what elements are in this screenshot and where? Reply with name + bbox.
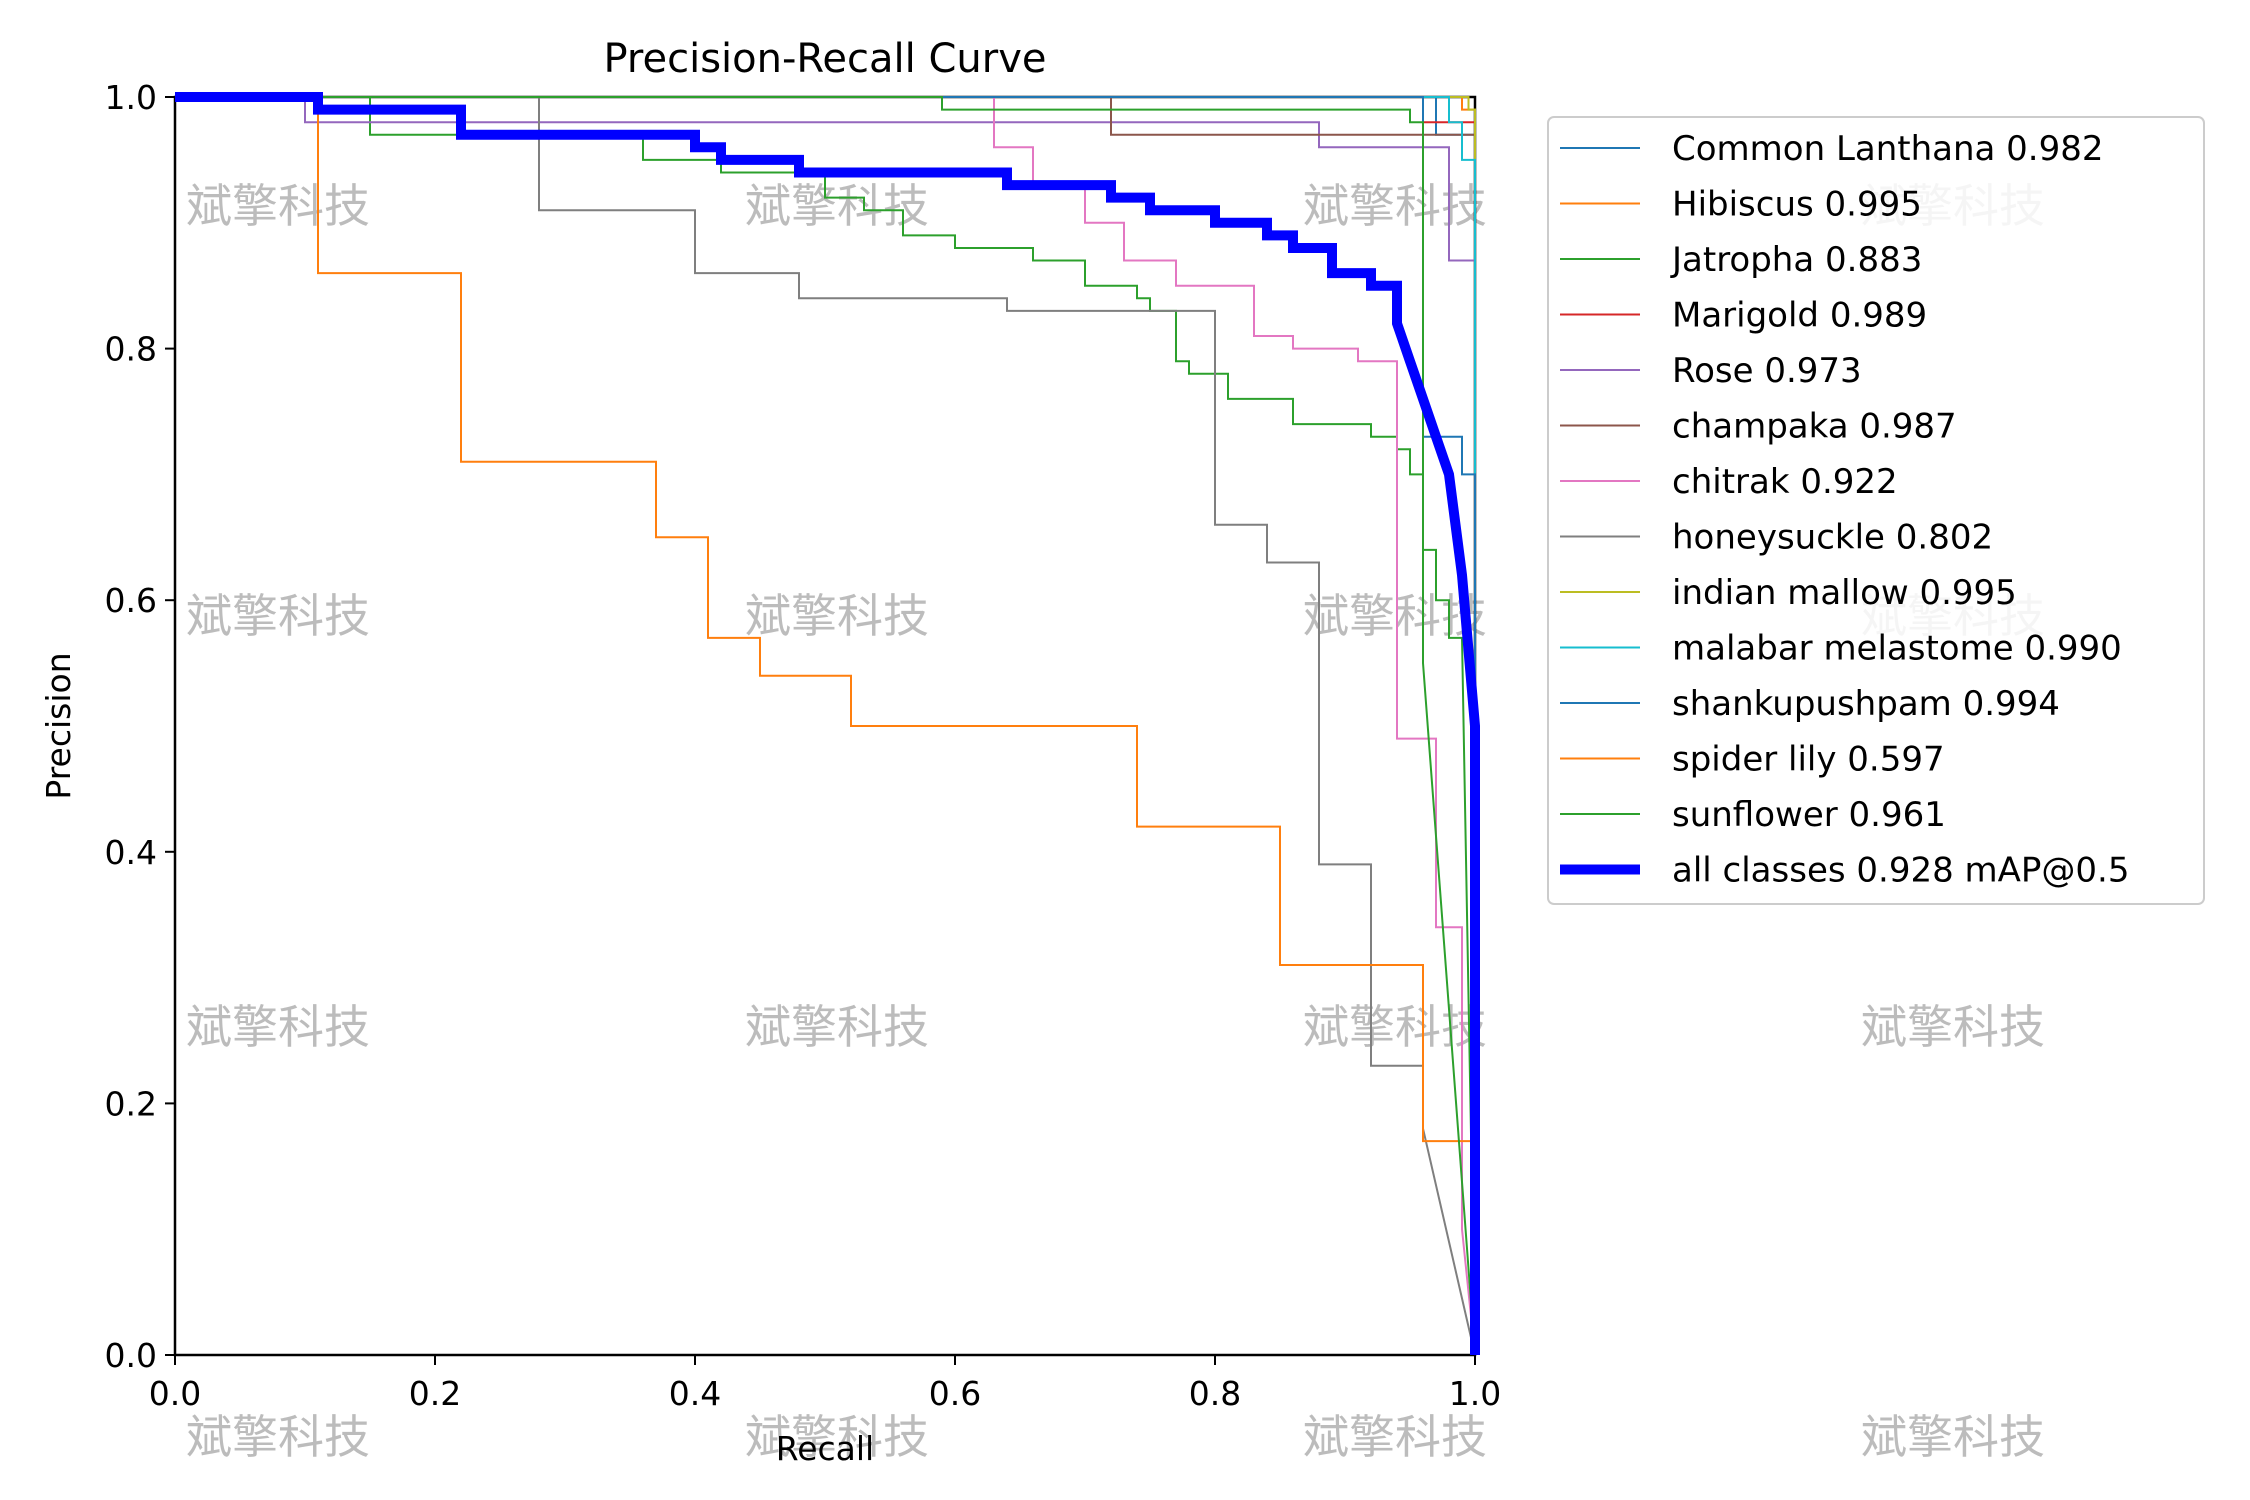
legend-label: malabar melastome 0.990 <box>1672 629 2122 669</box>
x-tick-label: 0.6 <box>929 1374 981 1413</box>
y-axis-label: Precision <box>39 652 78 799</box>
legend-label: Rose 0.973 <box>1672 351 1862 391</box>
legend-label: Marigold 0.989 <box>1672 296 1927 336</box>
axes-layer: 0.0 0.2 0.4 0.6 0.8 1.0 0.0 0.2 0.4 0.6 0.8 1.0 <box>105 78 1502 1413</box>
watermark-text: 斌擎科技 <box>186 179 370 233</box>
chart-title: Precision-Recall Curve <box>604 36 1047 82</box>
watermark-text: 斌擎科技 <box>186 1000 370 1054</box>
series-line-5 <box>175 96 1476 1355</box>
watermark-text: 斌擎科技 <box>1303 1000 1487 1054</box>
legend-label: indian mallow 0.995 <box>1672 573 2017 613</box>
watermark-text: 斌擎科技 <box>1303 1410 1487 1464</box>
watermark-text: 斌擎科技 <box>1861 1410 2045 1464</box>
series-line-2 <box>175 96 1476 1356</box>
legend: Common Lanthana 0.982 Hibiscus 0.995 Jatro… <box>1547 116 2205 905</box>
y-tick-label: 0.8 <box>105 330 157 369</box>
series-layer <box>175 92 1480 1356</box>
y-tick-label: 0.2 <box>105 1084 157 1123</box>
legend-label: chitrak 0.922 <box>1672 462 1898 502</box>
y-tick-label: 1.0 <box>105 78 157 117</box>
series-line-13 <box>175 92 1480 1355</box>
legend-label: honeysuckle 0.802 <box>1672 518 1993 558</box>
watermark-text: 斌擎科技 <box>186 589 370 643</box>
series-line-8 <box>175 96 1476 1355</box>
watermark-text: 斌擎科技 <box>745 1000 929 1054</box>
x-axis-label: Recall <box>776 1429 874 1468</box>
x-tick-label: 0.2 <box>409 1374 461 1413</box>
series-line-3 <box>175 96 1476 1355</box>
series-line-6 <box>175 96 1476 1356</box>
legend-label: all classes 0.928 mAP@0.5 <box>1672 851 2129 891</box>
legend-label: Jatropha 0.883 <box>1670 240 1922 280</box>
watermark-text: 斌擎科技 <box>1303 179 1487 233</box>
series-line-7 <box>175 96 1476 1356</box>
legend-label: Hibiscus 0.995 <box>1672 185 1922 225</box>
watermark-text: 斌擎科技 <box>186 1410 370 1464</box>
y-tick-label: 0.0 <box>105 1336 157 1375</box>
x-tick-label: 0.8 <box>1189 1374 1241 1413</box>
watermark-text: 斌擎科技 <box>745 179 929 233</box>
watermark-text: 斌擎科技 <box>745 1410 929 1464</box>
y-tick-label: 0.6 <box>105 581 157 620</box>
watermark-text: 斌擎科技 <box>1861 1000 2045 1054</box>
x-tick-label: 0.4 <box>669 1374 721 1413</box>
series-line-0 <box>175 96 1476 1355</box>
x-tick-label: 1.0 <box>1449 1374 1501 1413</box>
watermark-text: 斌擎科技 <box>1303 589 1487 643</box>
legend-label: champaka 0.987 <box>1672 407 1957 447</box>
series-line-12 <box>175 96 1476 1356</box>
y-tick-label: 0.4 <box>105 833 157 872</box>
series-line-4 <box>175 96 1476 1355</box>
plot-area <box>173 95 1477 1357</box>
legend-label: Common Lanthana 0.982 <box>1672 129 2104 169</box>
legend-label: shankupushpam 0.994 <box>1672 684 2060 724</box>
legend-label: sunflower 0.961 <box>1672 795 1946 835</box>
series-line-1 <box>175 96 1476 1355</box>
watermark-text: 斌擎科技 <box>745 589 929 643</box>
series-line-11 <box>175 96 1476 1355</box>
legend-label: spider lily 0.597 <box>1672 740 1945 780</box>
series-line-9 <box>175 96 1476 1355</box>
x-tick-label: 0.0 <box>149 1374 201 1413</box>
series-line-10 <box>175 96 1476 1355</box>
legend-box <box>1547 116 2205 905</box>
